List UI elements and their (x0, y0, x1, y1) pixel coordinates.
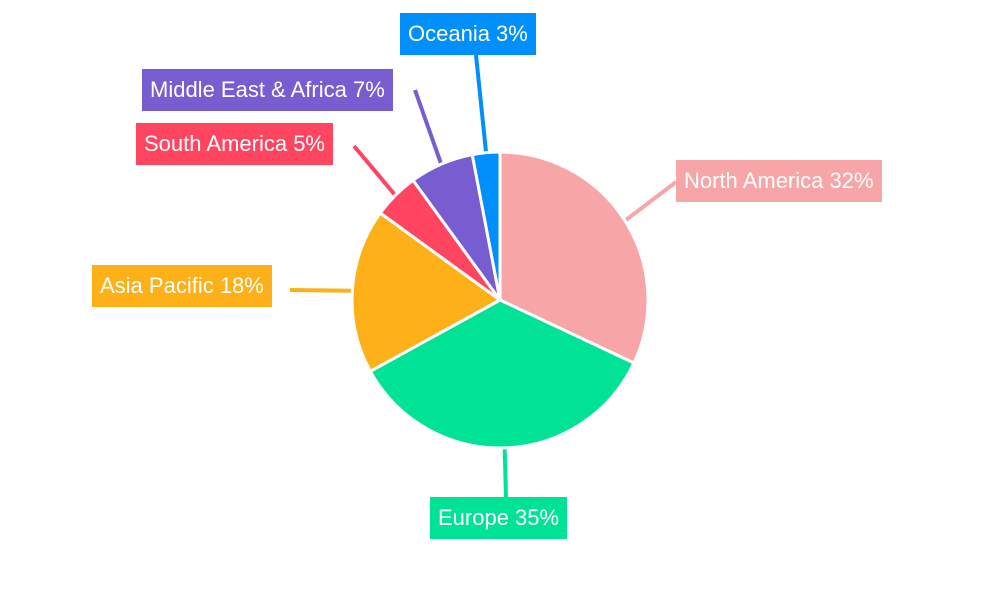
pie-slice[interactable] (368, 298, 636, 450)
label-south-america: South America 5% (136, 123, 333, 165)
leader-line (352, 144, 397, 197)
label-oceania: Oceania 3% (400, 13, 536, 55)
label-asia-pacific: Asia Pacific 18% (92, 265, 272, 307)
leader-line (502, 447, 508, 498)
pie-slice[interactable] (470, 150, 502, 301)
label-europe: Europe 35% (430, 497, 568, 539)
leader-line (623, 180, 678, 223)
pie-slice[interactable] (498, 150, 650, 366)
leader-line (474, 54, 489, 153)
pie-slice[interactable] (350, 210, 503, 374)
leader-line (289, 288, 353, 293)
label-north-america: North America 32% (676, 160, 882, 202)
label-middle-east-africa: Middle East & Africa 7% (142, 69, 393, 111)
leader-line (413, 89, 444, 165)
